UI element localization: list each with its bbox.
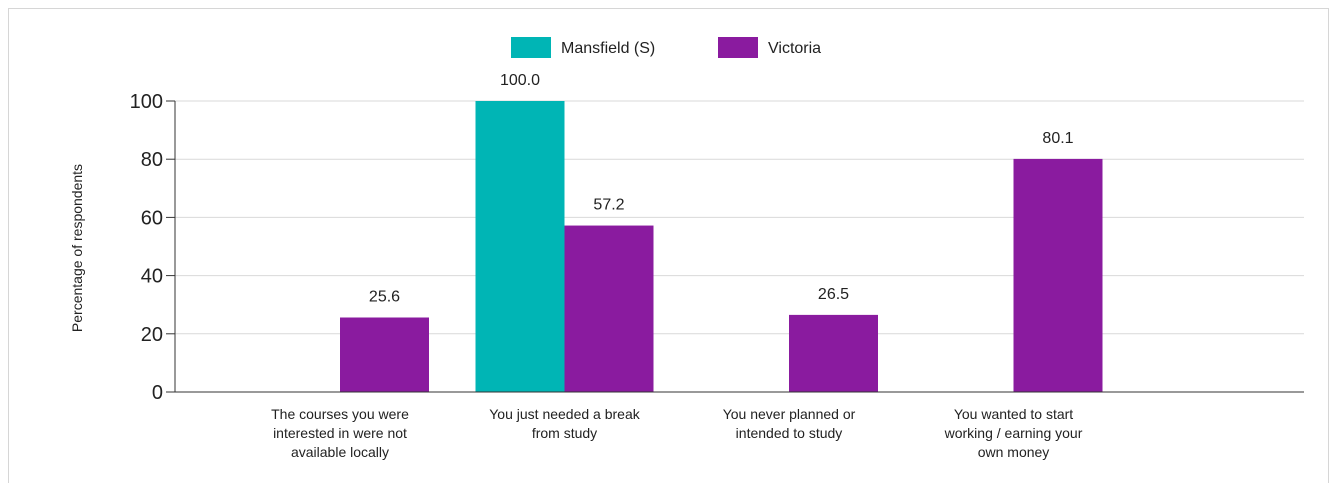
x-category-label: You just needed a break from study	[489, 406, 640, 441]
labels: 100.0 25.6 57.2 26.5 80.1 The courses you wer…	[271, 72, 1083, 460]
legend-label: Victoria	[768, 40, 821, 57]
data-label: 57.2	[593, 197, 624, 214]
bars	[340, 101, 1103, 392]
y-tick-label: 100	[130, 91, 163, 113]
gridlines	[175, 101, 1304, 334]
data-label: 80.1	[1042, 130, 1073, 147]
axes: 0 20 40 60 80 100	[130, 91, 1304, 404]
y-tick-label: 20	[141, 324, 163, 346]
bar	[565, 226, 654, 392]
x-category-label: You wanted to start working / earning you…	[944, 406, 1083, 460]
data-label: 25.6	[369, 289, 400, 306]
y-tick-label: 0	[152, 382, 163, 404]
bar	[1014, 159, 1103, 392]
bar	[476, 101, 565, 392]
legend-swatch	[718, 37, 758, 58]
legend: Mansfield (S) Victoria	[511, 37, 821, 58]
legend-swatch	[511, 37, 551, 58]
data-label: 26.5	[818, 286, 849, 303]
data-label: 100.0	[500, 72, 540, 89]
y-tick-label: 80	[141, 149, 163, 171]
y-axis-label: Percentage of respondents	[69, 164, 85, 332]
y-tick-label: 40	[141, 266, 163, 288]
legend-label: Mansfield (S)	[561, 40, 655, 57]
bar	[789, 315, 878, 392]
x-category-label: You never planned or intended to study	[723, 406, 856, 441]
bar	[340, 318, 429, 392]
y-tick-label: 60	[141, 207, 163, 229]
x-category-label: The courses you were interested in were n…	[271, 406, 409, 460]
